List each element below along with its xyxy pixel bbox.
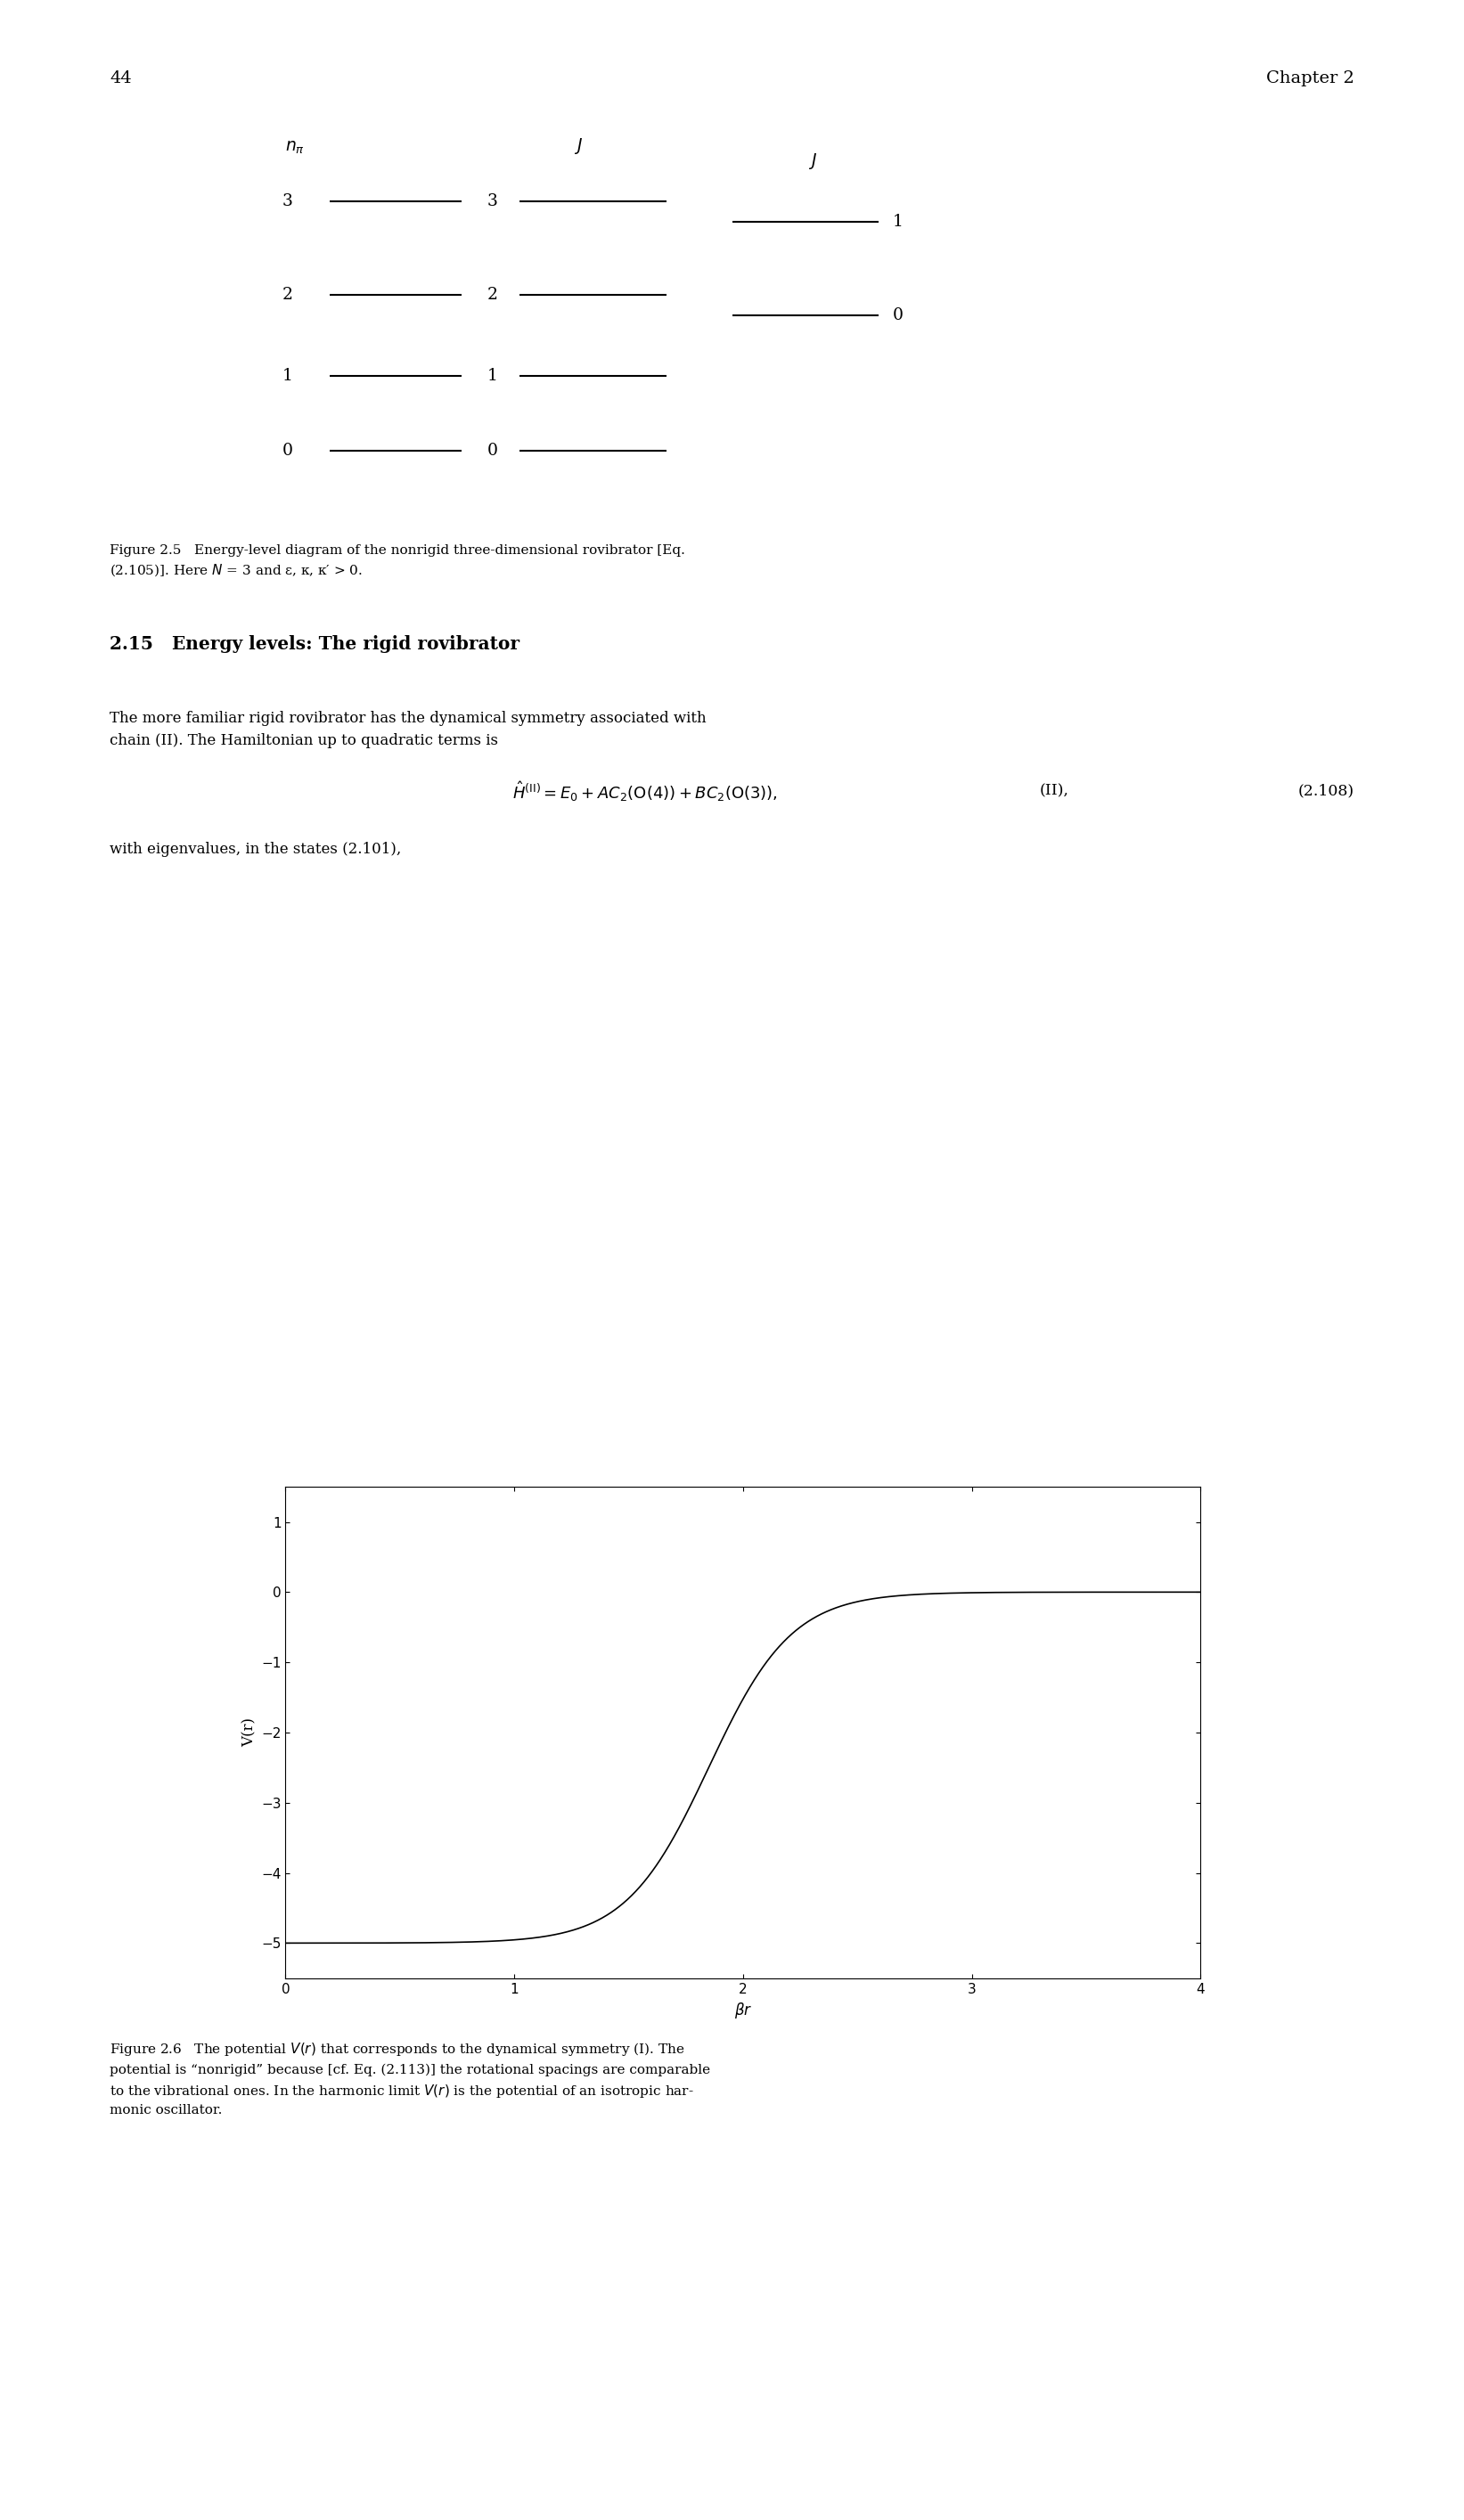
Text: $\hat{H}^{\rm(II)} = E_0 + AC_2({\rm O}(4)) + BC_2({\rm O}(3)),$: $\hat{H}^{\rm(II)} = E_0 + AC_2({\rm O}(… xyxy=(512,779,777,804)
Text: Chapter 2: Chapter 2 xyxy=(1266,71,1354,86)
Text: 0: 0 xyxy=(488,444,498,459)
Y-axis label: V(r): V(r) xyxy=(242,1719,258,1746)
Text: 1: 1 xyxy=(283,368,293,383)
Text: 44: 44 xyxy=(110,71,132,86)
Text: 1: 1 xyxy=(893,214,903,229)
Text: (2.108): (2.108) xyxy=(1299,784,1354,799)
Text: $n_\pi$: $n_\pi$ xyxy=(285,141,305,156)
Text: 1: 1 xyxy=(488,368,498,383)
Text: 2: 2 xyxy=(488,287,498,302)
Text: (II),: (II), xyxy=(1039,784,1069,799)
X-axis label: $\beta r$: $\beta r$ xyxy=(733,2001,752,2021)
Text: 2.15   Energy levels: The rigid rovibrator: 2.15 Energy levels: The rigid rovibrator xyxy=(110,635,520,653)
Text: Figure 2.6   The potential $V(r)$ that corresponds to the dynamical symmetry (I): Figure 2.6 The potential $V(r)$ that cor… xyxy=(110,2041,710,2117)
Text: Figure 2.5   Energy-level diagram of the nonrigid three-dimensional rovibrator [: Figure 2.5 Energy-level diagram of the n… xyxy=(110,544,685,580)
Text: 0: 0 xyxy=(893,307,903,323)
Text: $J$: $J$ xyxy=(574,136,583,156)
Text: 3: 3 xyxy=(488,194,498,209)
Text: 0: 0 xyxy=(283,444,293,459)
Text: 3: 3 xyxy=(283,194,293,209)
Text: $J$: $J$ xyxy=(808,151,817,171)
Text: 2: 2 xyxy=(283,287,293,302)
Text: The more familiar rigid rovibrator has the dynamical symmetry associated with
ch: The more familiar rigid rovibrator has t… xyxy=(110,711,707,748)
Text: with eigenvalues, in the states (2.101),: with eigenvalues, in the states (2.101), xyxy=(110,842,401,857)
